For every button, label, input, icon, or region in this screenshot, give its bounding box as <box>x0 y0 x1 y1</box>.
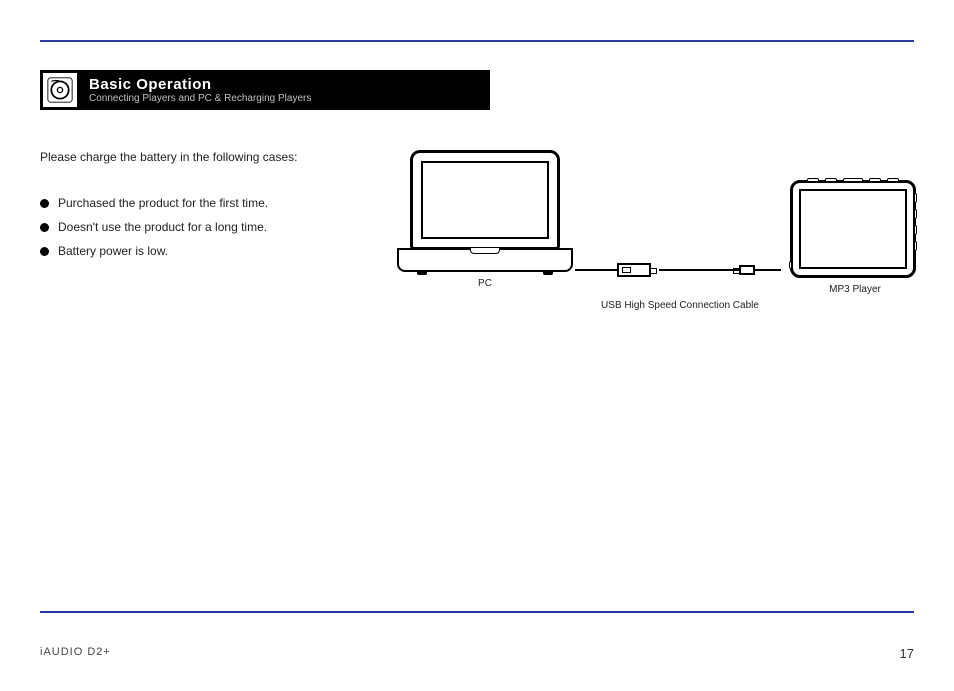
usb-mini-connector <box>739 265 755 275</box>
manual-page: Basic Operation Connecting Players and P… <box>0 0 954 691</box>
top-rule <box>40 40 914 42</box>
laptop-body <box>397 248 573 272</box>
section-title: Basic Operation <box>89 76 311 93</box>
laptop-illustration: PC <box>395 150 575 289</box>
cable-wire <box>659 269 739 271</box>
section-title-wrap: Basic Operation Connecting Players and P… <box>89 76 311 104</box>
cable-wire <box>755 269 781 271</box>
label-pc: PC <box>395 278 575 289</box>
cable-wire <box>575 269 617 271</box>
cd-icon <box>43 73 77 107</box>
page-footer: iAUDIO D2+ 17 <box>40 646 914 661</box>
label-player: MP3 Player <box>790 284 920 295</box>
laptop-screen-inner <box>421 161 549 239</box>
usb-a-connector <box>617 263 651 277</box>
usb-cable-illustration <box>575 258 785 282</box>
footer-brand: iAUDIO D2+ <box>40 646 111 661</box>
player-top-buttons <box>793 178 913 182</box>
player-jack <box>789 261 792 269</box>
player-side-buttons <box>914 193 917 269</box>
player-screen <box>799 189 907 269</box>
label-cable: USB High Speed Connection Cable <box>570 300 790 311</box>
footer-page-number: 17 <box>900 646 914 661</box>
connection-diagram: PC USB High Speed Connection Cable <box>395 150 925 330</box>
section-subtitle: Connecting Players and PC & Recharging P… <box>89 93 311 104</box>
laptop-feet <box>399 271 571 275</box>
laptop-screen-outer <box>410 150 560 250</box>
list-item: Battery power is low. <box>40 244 268 258</box>
bullet-list: Purchased the product for the first time… <box>40 196 268 268</box>
laptop-latch <box>470 248 500 254</box>
player-body <box>790 180 916 278</box>
mp3-player-illustration: MP3 Player <box>790 180 920 295</box>
list-item: Purchased the product for the first time… <box>40 196 268 210</box>
section-header-bar: Basic Operation Connecting Players and P… <box>40 70 490 110</box>
list-item: Doesn't use the product for a long time. <box>40 220 268 234</box>
bottom-rule <box>40 611 914 613</box>
intro-text: Please charge the battery in the followi… <box>40 150 297 164</box>
